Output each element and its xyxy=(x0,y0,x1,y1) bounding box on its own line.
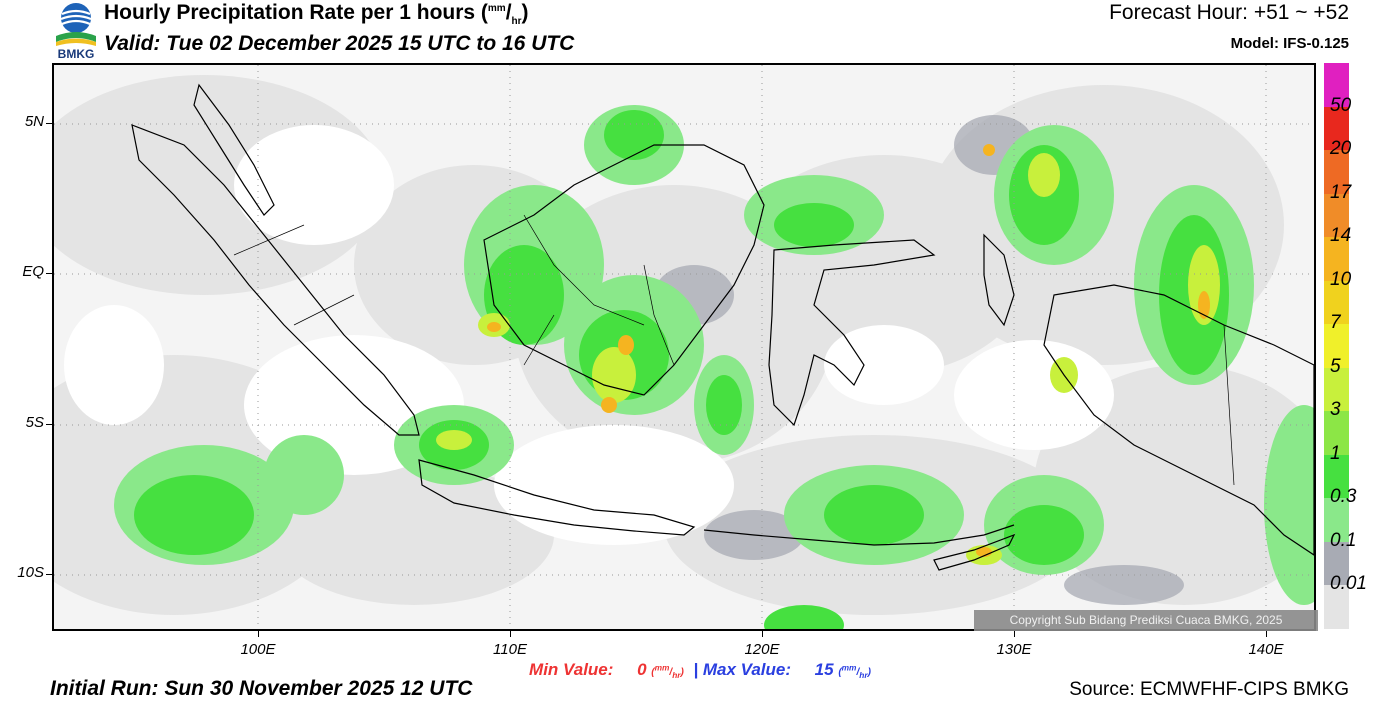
lat-tick xyxy=(46,273,52,274)
legend-swatch xyxy=(1324,193,1349,238)
chart-title: Hourly Precipitation Rate per 1 hours (m… xyxy=(104,1,529,28)
lon-label-120e: 120E xyxy=(744,641,780,658)
separator: | xyxy=(693,660,699,679)
max-unit: (mm/hr) xyxy=(838,662,871,680)
valid-time: Valid: Tue 02 December 2025 15 UTC to 16… xyxy=(104,32,575,55)
initial-run: Initial Run: Sun 30 November 2025 12 UTC xyxy=(50,677,473,700)
coastlines xyxy=(131,83,1314,571)
lon-label-100e: 100E xyxy=(240,641,276,658)
legend-swatch xyxy=(1324,63,1349,107)
map-canvas xyxy=(54,65,1314,629)
legend-label: 0.1 xyxy=(1330,529,1357,551)
bmkg-logo: BMKG xyxy=(52,2,100,61)
lon-tick xyxy=(1266,631,1267,637)
legend-label: 3 xyxy=(1330,399,1341,421)
precipitation-map xyxy=(52,63,1316,631)
lon-tick xyxy=(762,631,763,637)
lon-tick xyxy=(510,631,511,637)
lat-label-eq: EQ xyxy=(22,263,44,280)
legend-label: 5 xyxy=(1330,355,1341,377)
legend-swatch xyxy=(1324,454,1349,499)
min-max-values: Min Value: 0 (mm/hr) | Max Value: 15 (mm… xyxy=(0,660,1400,680)
legend-label: 50 xyxy=(1330,94,1352,116)
unit-denominator: hr xyxy=(511,16,522,28)
forecast-hour: Forecast Hour: +51 ~ +52 xyxy=(1109,1,1349,24)
min-value: 0 xyxy=(637,660,647,679)
title-text: Hourly Precipitation Rate per 1 hours ( xyxy=(104,1,488,24)
legend-label: 14 xyxy=(1330,225,1352,247)
min-label: Min Value: xyxy=(529,660,614,679)
max-value: 15 xyxy=(814,660,834,679)
legend-label: 0.3 xyxy=(1330,486,1357,508)
borders xyxy=(233,214,1235,486)
legend-label: 20 xyxy=(1330,138,1352,160)
lon-label-130e: 130E xyxy=(996,641,1032,658)
legend-label: 7 xyxy=(1330,312,1341,334)
legend-swatch xyxy=(1324,150,1349,194)
legend-swatch xyxy=(1324,498,1349,542)
unit-numerator: mm xyxy=(487,3,506,14)
legend-label: 0.01 xyxy=(1330,573,1367,595)
legend-label: 1 xyxy=(1330,442,1341,464)
legend-swatch xyxy=(1324,106,1349,151)
legend-swatch xyxy=(1324,280,1349,325)
lon-tick xyxy=(258,631,259,637)
lat-label-10s: 10S xyxy=(17,564,44,581)
lat-tick xyxy=(46,123,52,124)
lon-label-110e: 110E xyxy=(493,641,527,658)
min-unit: (mm/hr) xyxy=(651,662,684,680)
data-source: Source: ECMWFHF-CIPS BMKG xyxy=(1069,679,1349,700)
copyright-notice: Copyright Sub Bidang Prediksi Cuaca BMKG… xyxy=(974,610,1318,631)
legend-label: 10 xyxy=(1330,268,1352,290)
legend-swatch xyxy=(1324,585,1349,629)
legend-swatch xyxy=(1324,237,1349,281)
orange-rain-areas xyxy=(487,144,1210,557)
legend-swatch xyxy=(1324,324,1349,368)
legend-swatch xyxy=(1324,411,1349,455)
lon-label-140e: 140E xyxy=(1248,641,1284,658)
logo-text: BMKG xyxy=(58,47,95,60)
color-legend xyxy=(1324,63,1349,629)
legend-swatch xyxy=(1324,541,1349,586)
lat-label-5s: 5S xyxy=(25,414,44,431)
legend-label: 17 xyxy=(1330,181,1352,203)
lat-tick xyxy=(46,574,52,575)
max-label: Max Value: xyxy=(702,660,792,679)
title-end: ) xyxy=(521,1,529,24)
lon-tick xyxy=(1014,631,1015,637)
model-name: Model: IFS-0.125 xyxy=(1230,35,1349,52)
graticule xyxy=(54,65,1314,629)
lat-label-5n: 5N xyxy=(24,113,44,130)
legend-swatch xyxy=(1324,367,1349,412)
lat-tick xyxy=(46,424,52,425)
